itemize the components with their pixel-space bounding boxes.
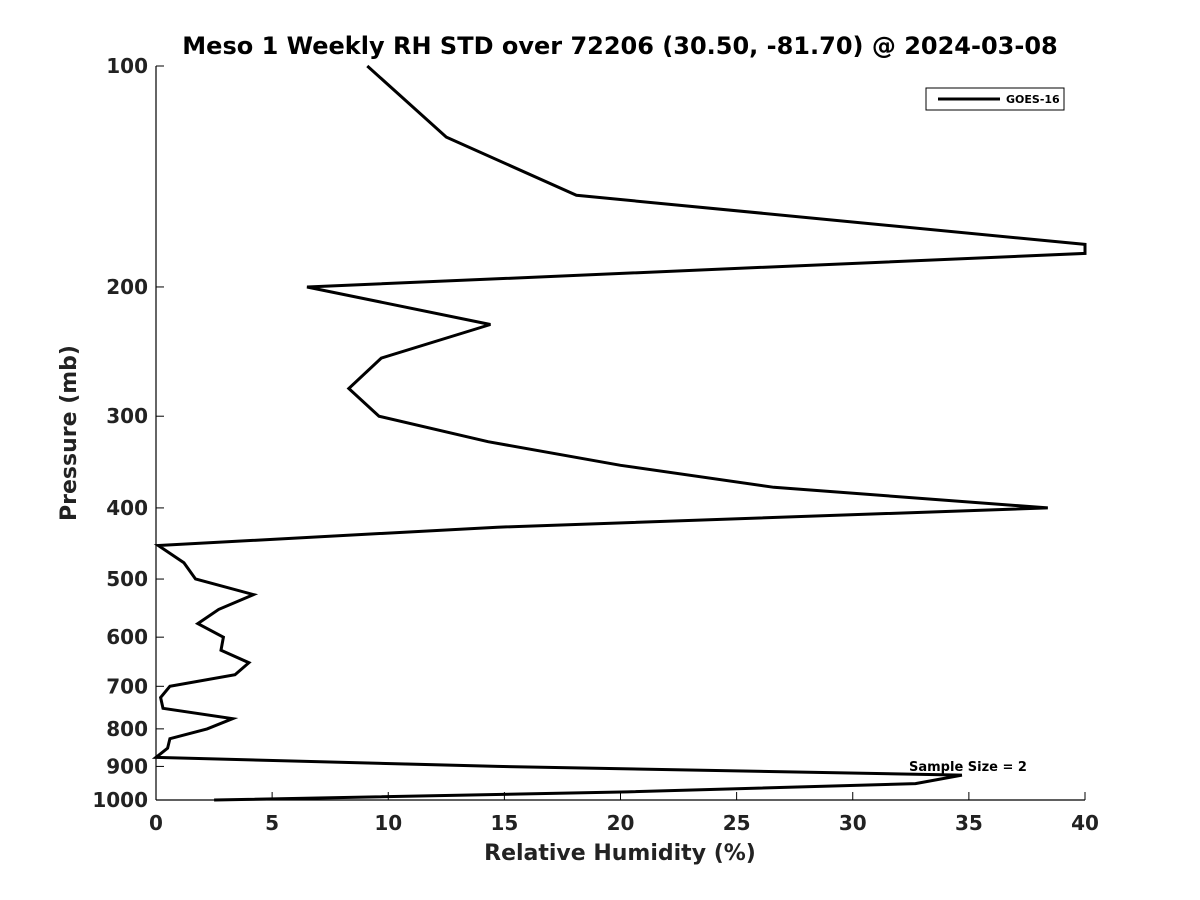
x-tick-label: 35 [955,811,983,835]
y-tick-label: 800 [106,717,148,741]
sample-size-annotation: Sample Size = 2 [909,760,1027,775]
chart-title: Meso 1 Weekly RH STD over 72206 (30.50, … [182,32,1057,60]
x-tick-label: 15 [490,811,518,835]
y-tick-label: 1000 [92,788,148,812]
axes [155,66,1085,801]
x-tick-label: 10 [374,811,402,835]
x-tick-label: 0 [149,811,163,835]
y-tick-label: 500 [106,567,148,591]
y-tick-label: 100 [106,54,148,78]
x-tick-label: 5 [265,811,279,835]
legend-label: GOES-16 [1006,93,1060,106]
y-tick-label: 400 [106,496,148,520]
y-tick-label: 600 [106,625,148,649]
x-axis-label: Relative Humidity (%) [484,841,756,866]
x-tick-label: 40 [1071,811,1099,835]
y-tick-label: 700 [106,674,148,698]
x-tick-label: 20 [607,811,635,835]
series-layer [151,64,1087,802]
y-tick-label: 300 [106,404,148,428]
y-axis-label: Pressure (mb) [57,345,82,521]
x-ticks: 0 5 10 15 20 25 30 35 40 [149,792,1099,835]
legend: GOES-16 [925,87,1065,111]
series-line-0 [151,64,1087,802]
y-tick-label: 200 [106,275,148,299]
y-tick-label: 900 [106,754,148,778]
x-tick-label: 30 [839,811,867,835]
y-ticks: 100 200 300 400 500 600 700 800 900 1000 [92,54,164,812]
x-tick-label: 25 [723,811,751,835]
